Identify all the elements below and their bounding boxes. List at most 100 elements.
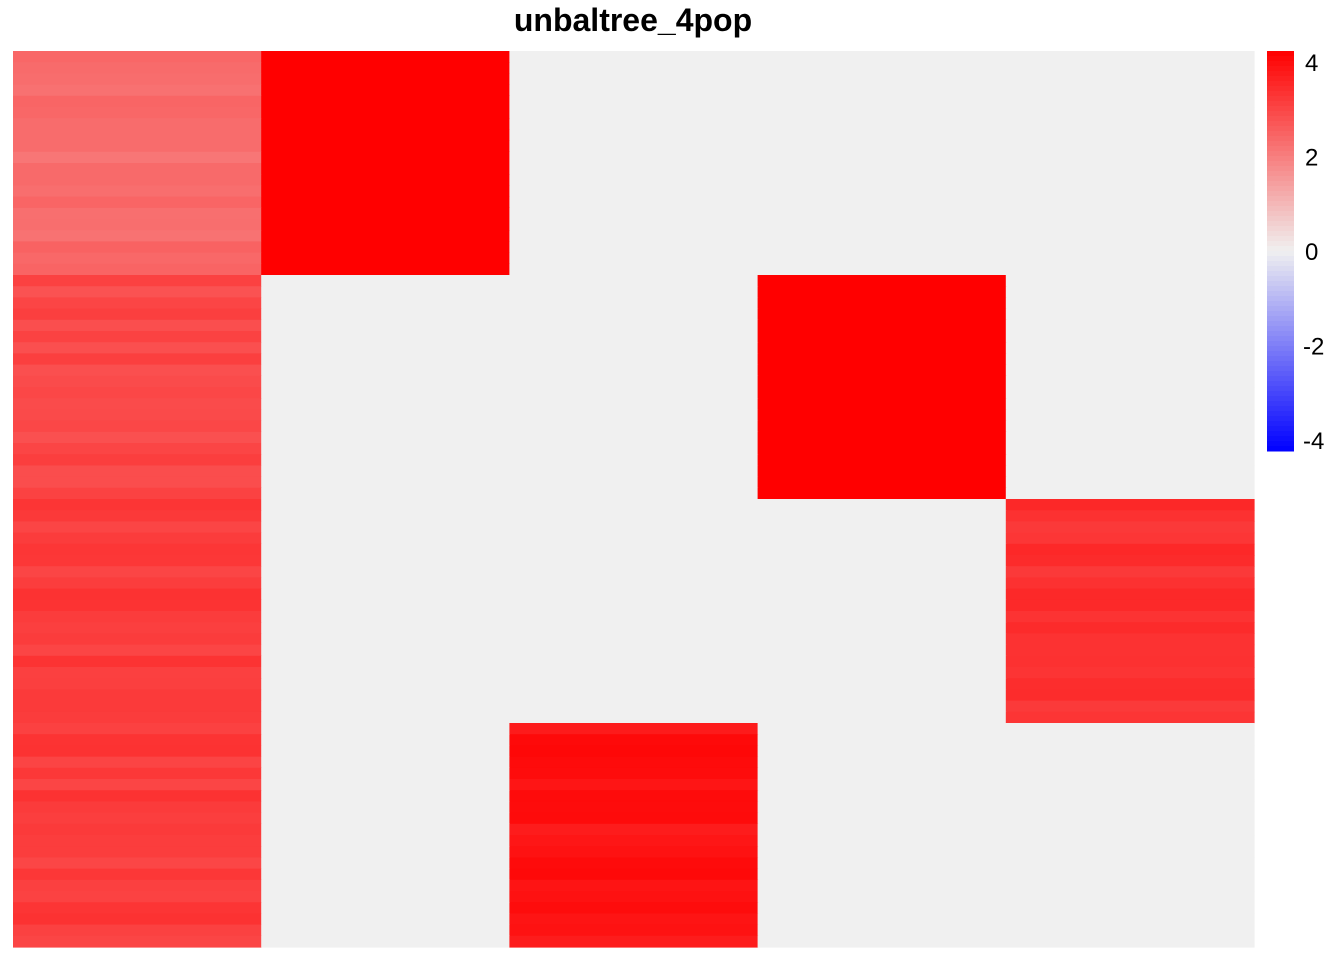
heatmap-cell [13,353,262,366]
colorbar-segment [1267,146,1294,152]
heatmap-cell [1005,767,1255,780]
heatmap-cell [757,857,1007,870]
heatmap-cell [13,465,262,478]
heatmap-cell [261,275,510,287]
heatmap-cell [1005,611,1255,623]
heatmap-cell [261,879,510,892]
colorbar-segment [1267,276,1294,282]
heatmap-cell [1005,73,1255,86]
heatmap-cell [1005,185,1255,198]
colorbar-segment [1267,181,1294,187]
heatmap-cell [1005,935,1255,948]
heatmap-cell [509,622,759,634]
colorbar-segment [1267,221,1294,227]
heatmap-cell [261,577,510,590]
heatmap-cell [509,118,759,130]
heatmap-cell [13,846,262,858]
heatmap-cell [509,174,759,186]
heatmap-cell [1005,275,1255,287]
heatmap-cell [509,835,759,847]
heatmap-cell [757,689,1007,702]
colorbar-segment [1267,271,1294,277]
heatmap-cell [261,857,510,870]
heatmap-cell [261,420,510,433]
heatmap-cell [13,420,262,433]
heatmap-cell [261,431,510,444]
heatmap-cell [757,387,1007,399]
heatmap-cell [13,723,262,735]
heatmap-cell [1005,633,1255,646]
heatmap-cell [757,868,1007,881]
heatmap-cell [261,84,510,97]
heatmap-cell [13,868,262,881]
colorbar-segment [1267,191,1294,197]
colorbar-segment [1267,446,1294,452]
heatmap-cell [509,84,759,97]
colorbar-segment [1267,51,1294,57]
heatmap-cell [757,476,1007,489]
colorbar-segment [1267,186,1294,192]
heatmap-cell [261,364,510,377]
heatmap-cell [1005,756,1255,769]
heatmap-cell [1005,566,1255,578]
heatmap-cell [261,409,510,422]
heatmap-cell [261,846,510,858]
heatmap-cell [757,767,1007,780]
heatmap-cell [757,398,1007,410]
heatmap-cell [757,107,1007,119]
colorbar-segment [1267,416,1294,422]
heatmap-cell [757,151,1007,164]
heatmap-cell [261,207,510,220]
heatmap-cell [757,846,1007,858]
heatmap-cell [509,879,759,892]
heatmap-cell [13,767,262,780]
heatmap-cell [1005,308,1255,321]
heatmap-cell [509,555,759,567]
heatmap-cell [509,577,759,590]
heatmap-cell [13,902,262,914]
heatmap-cell [509,151,759,164]
heatmap-cell [757,263,1007,276]
heatmap-cell [757,935,1007,948]
colorbar-segment [1267,351,1294,357]
heatmap-cell [1005,835,1255,847]
heatmap-cell [1005,510,1255,522]
heatmap-cell [509,521,759,534]
heatmap-cell [261,331,510,343]
heatmap-cell [1005,678,1255,690]
heatmap-cell [13,275,262,287]
heatmap-cell [261,902,510,914]
colorbar-segment [1267,356,1294,362]
heatmap-cell [757,532,1007,545]
colorbar-segment [1267,406,1294,412]
heatmap-cell [13,196,262,209]
heatmap-cell [757,543,1007,556]
heatmap-cell [757,319,1007,332]
heatmap-cell [1005,51,1255,63]
heatmap-cell [509,308,759,321]
heatmap-cell [509,801,759,814]
heatmap-cell [13,801,262,814]
heatmap-cell [757,655,1007,668]
colorbar-segment [1267,156,1294,162]
heatmap-cell [509,207,759,220]
heatmap-cell [757,241,1007,254]
heatmap-cell [757,353,1007,366]
heatmap-cell [509,342,759,354]
colorbar-segment [1267,151,1294,157]
heatmap-cell [757,801,1007,814]
heatmap-cell [1005,420,1255,433]
heatmap-cell [757,420,1007,433]
heatmap-cell [13,443,262,455]
heatmap-cell [757,275,1007,287]
colorbar-segment [1267,326,1294,332]
heatmap-cell [757,443,1007,455]
heatmap-cell [757,711,1007,724]
heatmap-cell [757,499,1007,511]
heatmap-cell [1005,812,1255,825]
colorbar-segment [1267,161,1294,167]
heatmap-cell [261,454,510,466]
heatmap-cell [13,95,262,108]
heatmap-cell [261,935,510,948]
heatmap-cell [509,431,759,444]
